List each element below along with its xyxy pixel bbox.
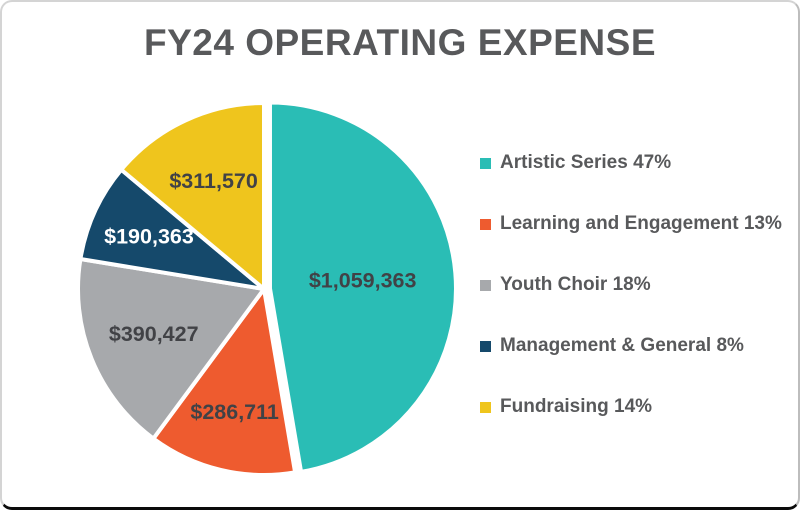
chart-title: FY24 OPERATING EXPENSE xyxy=(144,22,656,63)
legend-label: Youth Choir 18% xyxy=(500,274,651,295)
legend: Artistic Series 47% Learning and Engagem… xyxy=(480,152,782,457)
legend-item-learning-and-engagement: Learning and Engagement 13% xyxy=(480,213,782,235)
pie-slice-youth-choir xyxy=(76,257,266,441)
slice-value-label: $311,570 xyxy=(169,169,258,193)
legend-label: Management & General 8% xyxy=(500,335,744,356)
legend-swatch-icon xyxy=(480,279,491,291)
slice-value-label: $1,059,363 xyxy=(309,269,417,293)
legend-label: Artistic Series 47% xyxy=(500,152,672,173)
pie-slice-fundraising xyxy=(119,101,266,291)
legend-label: Learning and Engagement 13% xyxy=(500,213,782,234)
legend-swatch-icon xyxy=(480,157,491,169)
slice-value-label: $390,427 xyxy=(109,322,199,346)
pie-slice-artistic-series xyxy=(267,100,458,474)
legend-item-youth-choir: Youth Choir 18% xyxy=(480,274,782,296)
pie-slice-learning-and-engagement xyxy=(151,287,298,477)
slice-value-label: $286,711 xyxy=(190,400,279,424)
legend-swatch-icon xyxy=(480,218,491,230)
legend-swatch-icon xyxy=(480,401,491,413)
legend-item-fundraising: Fundraising 14% xyxy=(480,396,782,418)
legend-item-artistic-series: Artistic Series 47% xyxy=(480,152,782,174)
slice-value-label: $190,363 xyxy=(104,224,194,248)
legend-label: Fundraising 14% xyxy=(500,396,653,417)
legend-swatch-icon xyxy=(480,340,491,352)
legend-item-management-and-general: Management & General 8% xyxy=(480,335,782,357)
